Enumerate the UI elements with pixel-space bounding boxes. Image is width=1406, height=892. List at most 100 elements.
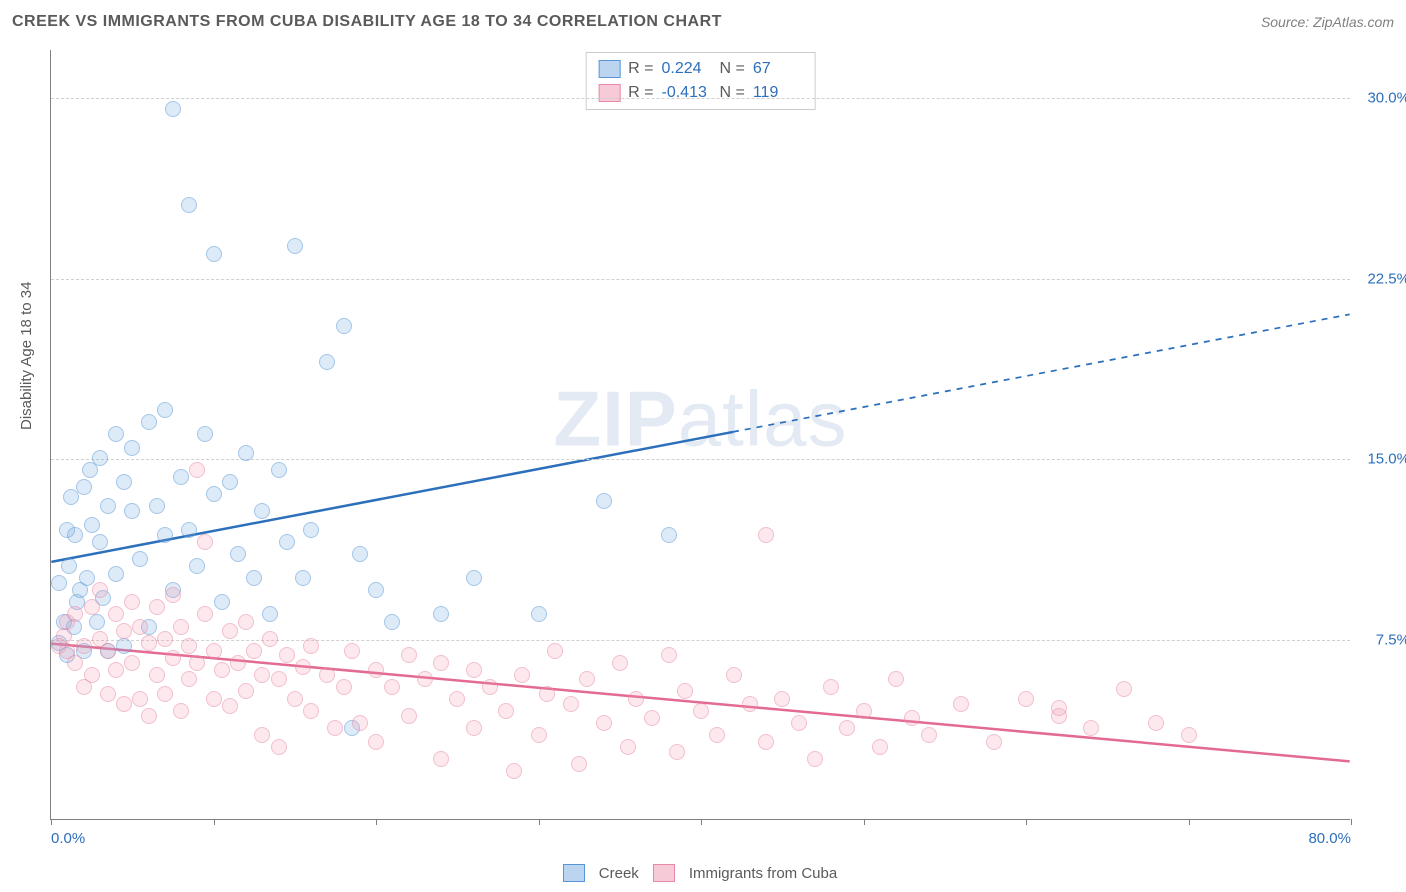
scatter-point xyxy=(953,696,969,712)
scatter-point xyxy=(295,570,311,586)
plot-area: ZIPatlas R = 0.224 N = 67 R = -0.413 N =… xyxy=(50,50,1350,820)
cuba-n-value: 119 xyxy=(753,84,803,102)
scatter-point xyxy=(262,631,278,647)
scatter-point xyxy=(79,570,95,586)
scatter-point xyxy=(222,623,238,639)
scatter-point xyxy=(206,643,222,659)
x-tick xyxy=(51,819,52,825)
scatter-point xyxy=(417,671,433,687)
scatter-point xyxy=(571,756,587,772)
cuba-series-label: Immigrants from Cuba xyxy=(689,865,837,882)
scatter-point xyxy=(319,667,335,683)
scatter-point xyxy=(669,744,685,760)
scatter-point xyxy=(596,493,612,509)
x-tick-label: 0.0% xyxy=(51,830,85,847)
scatter-point xyxy=(449,691,465,707)
x-tick xyxy=(1351,819,1352,825)
scatter-point xyxy=(254,503,270,519)
scatter-point xyxy=(214,662,230,678)
scatter-point xyxy=(141,635,157,651)
scatter-point xyxy=(336,679,352,695)
trend-line-dashed xyxy=(733,314,1350,432)
scatter-point xyxy=(295,659,311,675)
scatter-point xyxy=(271,671,287,687)
scatter-point xyxy=(246,643,262,659)
x-tick xyxy=(376,819,377,825)
scatter-point xyxy=(197,534,213,550)
scatter-point xyxy=(230,655,246,671)
y-tick-label: 22.5% xyxy=(1355,270,1406,287)
scatter-point xyxy=(563,696,579,712)
creek-series-label: Creek xyxy=(599,865,639,882)
scatter-point xyxy=(181,197,197,213)
scatter-point xyxy=(1083,720,1099,736)
scatter-point xyxy=(173,703,189,719)
r-label: R = xyxy=(628,60,653,78)
scatter-point xyxy=(84,517,100,533)
scatter-point xyxy=(222,474,238,490)
creek-swatch-icon xyxy=(598,60,620,78)
scatter-point xyxy=(189,655,205,671)
y-tick-label: 7.5% xyxy=(1355,631,1406,648)
scatter-point xyxy=(108,426,124,442)
scatter-point xyxy=(327,720,343,736)
scatter-point xyxy=(108,566,124,582)
scatter-point xyxy=(84,599,100,615)
scatter-point xyxy=(197,426,213,442)
scatter-point xyxy=(368,734,384,750)
scatter-point xyxy=(124,503,140,519)
scatter-point xyxy=(89,614,105,630)
scatter-point xyxy=(116,638,132,654)
creek-r-value: 0.224 xyxy=(662,60,712,78)
scatter-point xyxy=(141,708,157,724)
scatter-point xyxy=(758,734,774,750)
legend-stats-row: R = -0.413 N = 119 xyxy=(598,81,803,105)
scatter-point xyxy=(181,638,197,654)
scatter-point xyxy=(157,686,173,702)
legend-stats-row: R = 0.224 N = 67 xyxy=(598,57,803,81)
scatter-point xyxy=(230,546,246,562)
scatter-point xyxy=(620,739,636,755)
scatter-point xyxy=(67,606,83,622)
scatter-point xyxy=(100,498,116,514)
r-label: R = xyxy=(628,84,653,102)
scatter-point xyxy=(254,727,270,743)
scatter-point xyxy=(124,655,140,671)
scatter-point xyxy=(506,763,522,779)
scatter-point xyxy=(124,440,140,456)
scatter-point xyxy=(279,534,295,550)
cuba-swatch-icon xyxy=(653,864,675,882)
scatter-point xyxy=(303,522,319,538)
scatter-point xyxy=(116,474,132,490)
scatter-point xyxy=(173,619,189,635)
scatter-point xyxy=(384,614,400,630)
scatter-point xyxy=(67,527,83,543)
scatter-point xyxy=(661,527,677,543)
scatter-point xyxy=(132,551,148,567)
scatter-point xyxy=(433,606,449,622)
scatter-point xyxy=(823,679,839,695)
scatter-point xyxy=(214,594,230,610)
scatter-point xyxy=(774,691,790,707)
scatter-point xyxy=(539,686,555,702)
scatter-point xyxy=(401,647,417,663)
scatter-point xyxy=(287,691,303,707)
cuba-r-value: -0.413 xyxy=(662,84,712,102)
legend-stats: R = 0.224 N = 67 R = -0.413 N = 119 xyxy=(585,52,816,110)
scatter-point xyxy=(856,703,872,719)
scatter-point xyxy=(352,715,368,731)
scatter-point xyxy=(173,469,189,485)
scatter-point xyxy=(677,683,693,699)
x-tick xyxy=(864,819,865,825)
scatter-point xyxy=(872,739,888,755)
scatter-point xyxy=(149,667,165,683)
scatter-point xyxy=(92,534,108,550)
scatter-point xyxy=(246,570,262,586)
scatter-point xyxy=(758,527,774,543)
scatter-point xyxy=(67,655,83,671)
scatter-point xyxy=(1051,700,1067,716)
y-axis-label: Disability Age 18 to 34 xyxy=(18,282,35,430)
scatter-point xyxy=(56,628,72,644)
scatter-point xyxy=(482,679,498,695)
scatter-point xyxy=(628,691,644,707)
